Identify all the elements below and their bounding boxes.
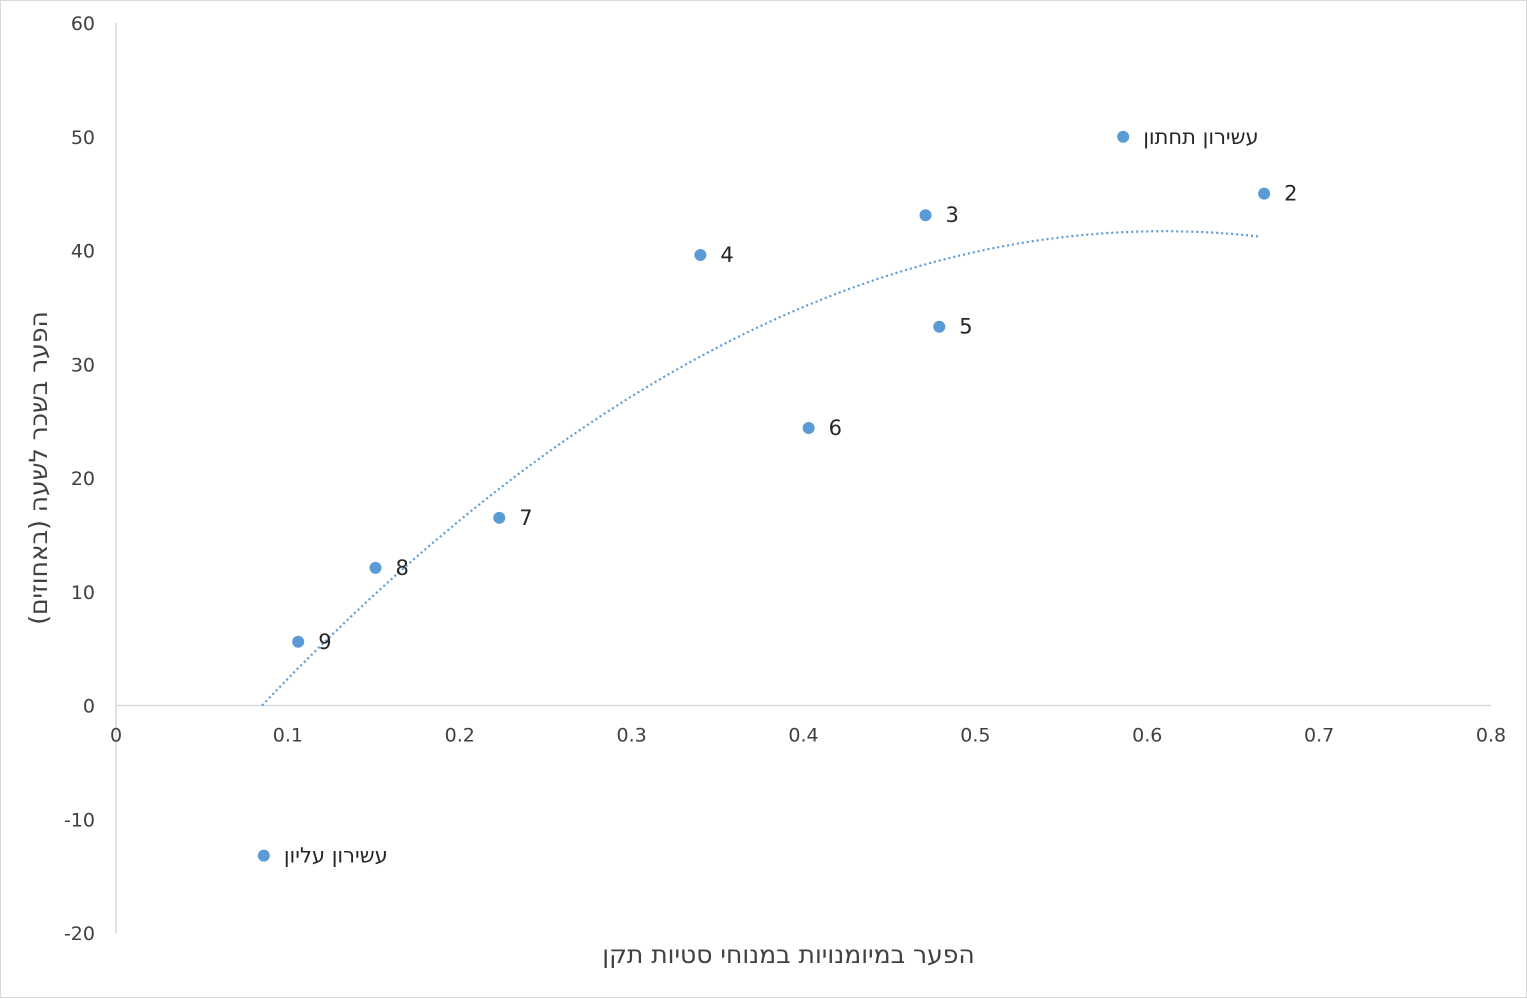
x-tick-label: 0.7 bbox=[1304, 725, 1334, 747]
x-tick-label: 0.8 bbox=[1476, 725, 1506, 747]
axes bbox=[115, 23, 1491, 933]
y-tick-label: 30 bbox=[71, 354, 95, 376]
x-tick-label: 0.2 bbox=[445, 725, 475, 747]
data-point bbox=[493, 511, 506, 524]
data-point bbox=[292, 635, 305, 648]
x-tick-label: 0.1 bbox=[273, 725, 303, 747]
data-label: 3 bbox=[946, 203, 959, 227]
data-point bbox=[1117, 130, 1130, 143]
data-label: 9 bbox=[318, 630, 331, 654]
data-point bbox=[933, 320, 946, 333]
trendline bbox=[261, 230, 1260, 707]
y-axis-title: הפער בשכר לשעה (באחוזים) bbox=[24, 311, 53, 625]
data-label: 8 bbox=[396, 556, 409, 580]
data-point bbox=[369, 561, 382, 574]
data-label: עשירון תחתון bbox=[1143, 125, 1258, 149]
y-tick-label: 10 bbox=[71, 582, 95, 604]
x-tick-label: 0.4 bbox=[788, 725, 818, 747]
data-point bbox=[919, 209, 932, 222]
data-label: 7 bbox=[519, 506, 532, 530]
y-tick-label: 50 bbox=[71, 127, 95, 149]
data-label: עשירון עליון bbox=[284, 844, 388, 868]
tick-labels: 0 0.1 0.2 0.3 0.4 0.5 0.6 0.7 0.8 -20 -10 0 10 20 30 40… bbox=[64, 13, 1506, 945]
data-point bbox=[694, 249, 707, 262]
data-label: 2 bbox=[1284, 182, 1297, 206]
data-label: 5 bbox=[959, 315, 972, 339]
y-tick-label: -20 bbox=[64, 923, 95, 945]
y-tick-label: -10 bbox=[64, 809, 95, 831]
data-point bbox=[1258, 187, 1271, 200]
data-points: עשירון תחתון 2 3 4 5 6 7 8 9 עשירון עליון bbox=[257, 125, 1298, 868]
trendline-group bbox=[261, 230, 1260, 707]
x-axis-title: הפער במיומנויות במנוחי סטיות תקן bbox=[602, 940, 974, 969]
x-tick-label: 0.3 bbox=[617, 725, 647, 747]
y-tick-label: 20 bbox=[71, 468, 95, 490]
data-label: 6 bbox=[829, 416, 842, 440]
y-tick-label: 40 bbox=[71, 241, 95, 263]
x-tick-label: 0 bbox=[110, 725, 122, 747]
data-label: 4 bbox=[720, 243, 733, 267]
y-tick-label: 0 bbox=[83, 696, 95, 718]
data-point bbox=[257, 849, 270, 862]
x-tick-label: 0.5 bbox=[960, 725, 990, 747]
y-tick-label: 60 bbox=[71, 13, 95, 35]
x-tick-label: 0.6 bbox=[1132, 725, 1162, 747]
data-point bbox=[802, 421, 815, 434]
